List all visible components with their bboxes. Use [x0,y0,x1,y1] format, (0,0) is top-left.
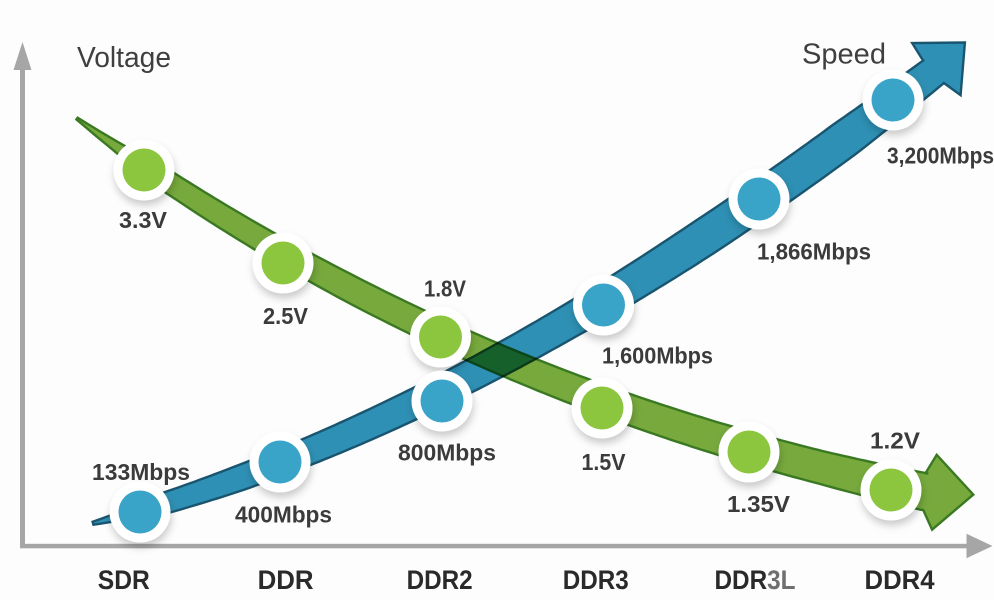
svg-text:1,866Mbps: 1,866Mbps [757,239,871,265]
svg-text:DDR4: DDR4 [865,565,935,595]
svg-text:3,200Mbps: 3,200Mbps [887,143,994,169]
svg-text:1,600Mbps: 1,600Mbps [602,343,713,369]
svg-text:800Mbps: 800Mbps [398,440,496,466]
svg-text:2.5V: 2.5V [263,303,308,329]
svg-text:DDR: DDR [258,565,314,595]
svg-text:133Mbps: 133Mbps [92,459,190,485]
svg-text:1.8V: 1.8V [424,276,466,302]
svg-text:DDR2: DDR2 [407,565,473,595]
svg-text:Speed: Speed [802,39,886,71]
svg-text:1.2V: 1.2V [870,428,920,454]
svg-text:SDR: SDR [98,565,150,595]
svg-text:1.35V: 1.35V [727,491,790,517]
svg-text:3.3V: 3.3V [119,207,167,233]
svg-text:400Mbps: 400Mbps [235,502,332,528]
svg-text:DDR3L: DDR3L [715,565,796,595]
svg-text:DDR3: DDR3 [563,565,629,595]
svg-text:1.5V: 1.5V [582,449,626,475]
svg-text:Voltage: Voltage [77,42,171,74]
